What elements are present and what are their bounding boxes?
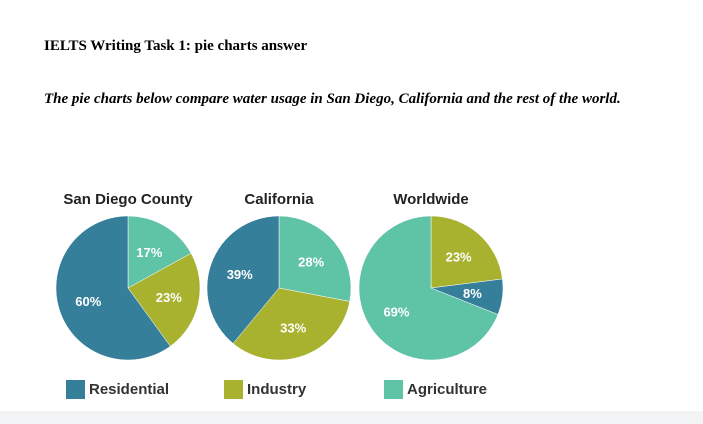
- pie-slice-california-industry: [232, 287, 351, 361]
- page-heading: IELTS Writing Task 1: pie charts answer: [44, 38, 308, 54]
- pie-label-san-diego-county-residential: 60%: [75, 294, 101, 309]
- pie-label-san-diego-county-industry: 23%: [156, 290, 182, 305]
- legend-item-residential: Residential: [66, 378, 169, 400]
- footer-band: [0, 411, 703, 424]
- pie-san-diego-county: San Diego County 17% 23% 60%: [55, 191, 201, 361]
- pie-label-san-diego-county-agriculture: 17%: [136, 245, 162, 260]
- pie-slice-california-agriculture: [278, 215, 352, 302]
- pie-worldwide: Worldwide 23% 8% 69%: [358, 191, 504, 361]
- legend-item-industry: Industry: [224, 378, 306, 400]
- legend-swatch-industry: [224, 379, 243, 399]
- pie-label-california-agriculture: 28%: [298, 254, 324, 269]
- pie-slice-worldwide-industry: [430, 215, 503, 289]
- pie-title-san-diego-county: San Diego County: [63, 191, 193, 208]
- pie-slice-san-diego-county-residential: [55, 215, 171, 361]
- pie-label-california-residential: 39%: [227, 267, 253, 282]
- pie-slice-san-diego-county-agriculture: [127, 215, 192, 289]
- legend-swatch-residential: [66, 379, 85, 399]
- pie-california: California 28% 33% 39%: [206, 191, 352, 361]
- pie-title-worldwide: Worldwide: [393, 191, 469, 208]
- legend-label-residential: Residential: [89, 380, 170, 398]
- pie-slice-worldwide-agriculture: [358, 215, 499, 361]
- task-prompt: The pie charts below compare water usage…: [44, 91, 621, 107]
- legend-swatch-agriculture: [384, 379, 403, 399]
- pie-label-worldwide-industry: 23%: [446, 250, 472, 265]
- pie-label-worldwide-agriculture: 69%: [383, 304, 409, 319]
- pie-charts: San Diego County 17% 23% 60% California 28% 33…: [55, 191, 504, 361]
- legend-item-agriculture: Agriculture: [384, 378, 487, 400]
- pie-label-worldwide-residential: 8%: [463, 286, 482, 301]
- pie-title-california: California: [244, 191, 314, 208]
- legend-label-industry: Industry: [247, 380, 307, 398]
- pie-label-california-industry: 33%: [280, 320, 306, 335]
- pie-slice-san-diego-county-industry: [127, 252, 201, 347]
- legend-label-agriculture: Agriculture: [407, 380, 488, 398]
- pie-slice-california-residential: [206, 215, 280, 344]
